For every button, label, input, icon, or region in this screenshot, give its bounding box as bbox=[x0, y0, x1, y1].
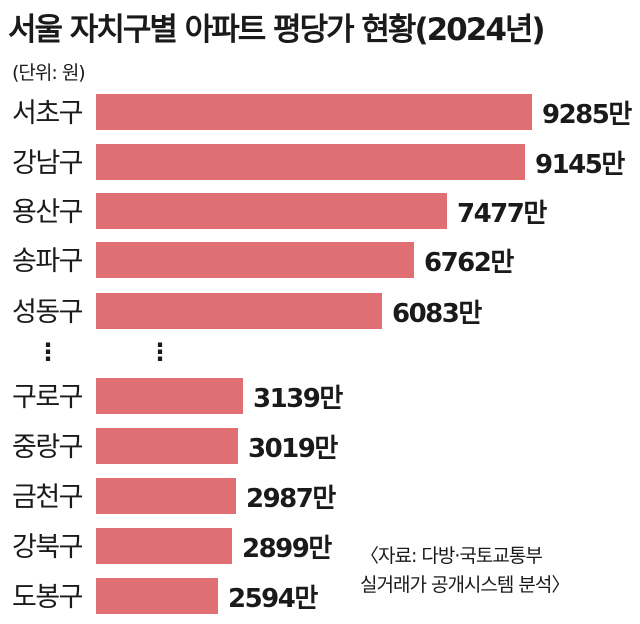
category-label: 서초구 bbox=[12, 98, 83, 129]
bar bbox=[96, 293, 382, 329]
source-line-1: 〈자료: 다방·국토교통부 bbox=[360, 545, 543, 567]
category-label: 송파구 bbox=[12, 246, 83, 277]
source-line-2: 실거래가 공개시스템 분석〉 bbox=[360, 574, 570, 596]
value-label: 6762만 bbox=[424, 248, 514, 278]
value-label: 7477만 bbox=[457, 199, 547, 229]
value-label: 2594만 bbox=[228, 584, 318, 614]
category-label: 도봉구 bbox=[12, 582, 83, 613]
value-label: 6083만 bbox=[392, 299, 482, 329]
category-label: 구로구 bbox=[12, 382, 83, 413]
ellipsis-left: ⋮ bbox=[36, 338, 60, 366]
ellipsis-markers: ⋮ ⋮ bbox=[36, 338, 172, 366]
category-label: 강남구 bbox=[12, 148, 83, 179]
chart-title: 서울 자치구별 아파트 평당가 현황(2024년) bbox=[8, 12, 546, 48]
unit-note: (단위: 원) bbox=[12, 62, 86, 84]
bar bbox=[96, 428, 238, 464]
value-label: 9285만 bbox=[542, 100, 632, 130]
category-label: 강북구 bbox=[12, 532, 83, 563]
category-label: 용산구 bbox=[12, 197, 83, 228]
value-label: 9145만 bbox=[535, 150, 625, 180]
bar bbox=[96, 578, 218, 614]
bar bbox=[96, 144, 525, 180]
ellipsis-right: ⋮ bbox=[148, 338, 172, 366]
category-label: 성동구 bbox=[12, 297, 83, 328]
bar bbox=[96, 478, 236, 514]
category-label: 금천구 bbox=[12, 482, 83, 513]
bar bbox=[96, 378, 243, 414]
bar bbox=[96, 94, 532, 130]
bar bbox=[96, 242, 414, 278]
bar bbox=[96, 528, 232, 564]
source-note: 〈자료: 다방·국토교통부 실거래가 공개시스템 분석〉 bbox=[360, 542, 640, 600]
bar bbox=[96, 193, 447, 229]
value-label: 2987만 bbox=[246, 484, 336, 514]
value-label: 2899만 bbox=[242, 534, 332, 564]
category-label: 중랑구 bbox=[12, 432, 83, 463]
value-label: 3139만 bbox=[253, 384, 343, 414]
value-label: 3019만 bbox=[248, 434, 338, 464]
